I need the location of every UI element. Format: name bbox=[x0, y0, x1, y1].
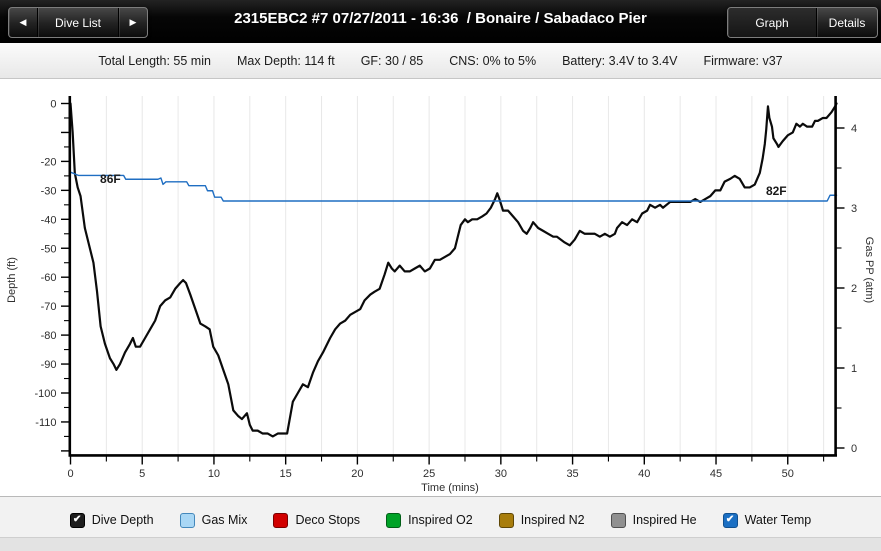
inspired-o2-checkbox[interactable] bbox=[386, 512, 402, 528]
legend-item-deco-stops[interactable]: Deco Stops bbox=[273, 512, 361, 528]
legend-label: Gas Mix bbox=[201, 513, 248, 527]
axis-tick-label: -20 bbox=[41, 156, 57, 168]
axis-tick-label: 30 bbox=[495, 468, 507, 480]
axis-tick-label: 50 bbox=[782, 468, 794, 480]
axis-tick-label: 1 bbox=[851, 363, 857, 375]
dive-depth-checkbox[interactable]: ✔ bbox=[69, 512, 85, 528]
axis-tick-label: 35 bbox=[566, 468, 578, 480]
dive-list-button[interactable]: Dive List bbox=[38, 8, 119, 37]
left-axis-title: Depth (ft) bbox=[6, 257, 18, 303]
legend-label: Inspired He bbox=[632, 513, 697, 527]
stat-item: Max Depth: 114 ft bbox=[236, 53, 335, 68]
stat-item: GF: 30 / 85 bbox=[360, 53, 424, 68]
axis-tick-label: -60 bbox=[41, 272, 57, 284]
title-bar: 2315EBC2 #7 07/27/2011 - 16:36 / Bonaire… bbox=[0, 0, 881, 43]
axis-tick-label: 3 bbox=[851, 203, 857, 215]
legend-item-inspired-n2[interactable]: Inspired N2 bbox=[498, 512, 585, 528]
axis-tick-label: 0 bbox=[851, 443, 857, 455]
page-title: 2315EBC2 #7 07/27/2011 - 16:36 / Bonaire… bbox=[234, 10, 647, 27]
axis-tick-label: -40 bbox=[41, 214, 57, 226]
next-dive-button[interactable]: ▶ bbox=[119, 8, 147, 37]
axis-tick-label: -80 bbox=[41, 330, 57, 342]
legend-label: Water Temp bbox=[744, 513, 812, 527]
water-temp-line bbox=[69, 171, 838, 202]
tab-details[interactable]: Details bbox=[817, 8, 877, 37]
dive-profile-chart: 0 -20 -30 -40 -50 -60 -70 -80 -90 -100 -110 Depth (… bbox=[6, 96, 875, 494]
axis-tick-label: 15 bbox=[280, 468, 292, 480]
axis-tick-label: -50 bbox=[41, 243, 57, 255]
inspired-n2-checkbox[interactable] bbox=[498, 512, 514, 528]
previous-dive-button[interactable]: ◀ bbox=[9, 8, 38, 37]
stat-item: CNS: 0% to 5% bbox=[449, 53, 537, 68]
deco-stops-checkbox[interactable] bbox=[273, 512, 289, 528]
axis-tick-label: 40 bbox=[638, 468, 650, 480]
legend-item-inspired-o2[interactable]: Inspired O2 bbox=[386, 512, 473, 528]
gas-mix-checkbox[interactable] bbox=[179, 512, 195, 528]
axis-tick-label: -70 bbox=[41, 301, 57, 313]
dive-depth-line bbox=[69, 102, 838, 438]
axis-tick-label: 0 bbox=[50, 99, 56, 111]
legend-label: Inspired O2 bbox=[408, 513, 473, 527]
legend-label: Dive Depth bbox=[91, 513, 154, 527]
legend-item-dive-depth[interactable]: ✔ Dive Depth bbox=[69, 512, 154, 528]
stats-bar: Total Length: 55 min Max Depth: 114 ft GF:… bbox=[0, 43, 881, 79]
stat-item: Firmware: v37 bbox=[703, 53, 783, 68]
axis-tick-label: -110 bbox=[35, 417, 56, 429]
temp-annotation: 82F bbox=[766, 184, 787, 198]
legend-label: Inspired N2 bbox=[520, 513, 585, 527]
bottom-strip bbox=[0, 537, 881, 551]
axis-tick-label: 2 bbox=[851, 283, 857, 295]
stat-item: Total Length: 55 min bbox=[98, 53, 211, 68]
view-switch-control: Graph Details bbox=[727, 7, 878, 38]
left-arrow-icon: ◀ bbox=[19, 17, 27, 27]
legend-label: Deco Stops bbox=[295, 513, 361, 527]
x-axis-title: Time (mins) bbox=[421, 482, 479, 494]
axis-tick-label: 0 bbox=[67, 468, 73, 480]
legend: ✔ Dive Depth Gas Mix Deco Stops Inspired O2 I… bbox=[0, 496, 881, 537]
right-axis-title: Gas PP (atm) bbox=[863, 237, 875, 303]
axis-tick-label: 20 bbox=[351, 468, 363, 480]
legend-item-gas-mix[interactable]: Gas Mix bbox=[179, 512, 248, 528]
legend-item-water-temp[interactable]: ✔ Water Temp bbox=[722, 512, 812, 528]
legend-item-inspired-he[interactable]: Inspired He bbox=[610, 512, 697, 528]
axis-tick-label: 5 bbox=[139, 468, 145, 480]
axis-tick-label: 4 bbox=[851, 123, 857, 135]
axis-tick-label: 45 bbox=[710, 468, 722, 480]
inspired-he-checkbox[interactable] bbox=[610, 512, 626, 528]
axis-tick-label: -30 bbox=[41, 185, 57, 197]
water-temp-checkbox[interactable]: ✔ bbox=[722, 512, 738, 528]
tab-graph[interactable]: Graph bbox=[728, 8, 817, 37]
temp-annotation: 86F bbox=[100, 172, 121, 186]
axis-tick-label: 25 bbox=[423, 468, 435, 480]
axis-tick-label: 10 bbox=[208, 468, 220, 480]
axis-tick-label: -90 bbox=[41, 359, 57, 371]
stat-item: Battery: 3.4V to 3.4V bbox=[562, 53, 678, 68]
dive-nav-control: ◀ Dive List ▶ bbox=[8, 7, 148, 38]
right-arrow-icon: ▶ bbox=[129, 17, 137, 27]
axis-tick-label: -100 bbox=[34, 388, 56, 400]
